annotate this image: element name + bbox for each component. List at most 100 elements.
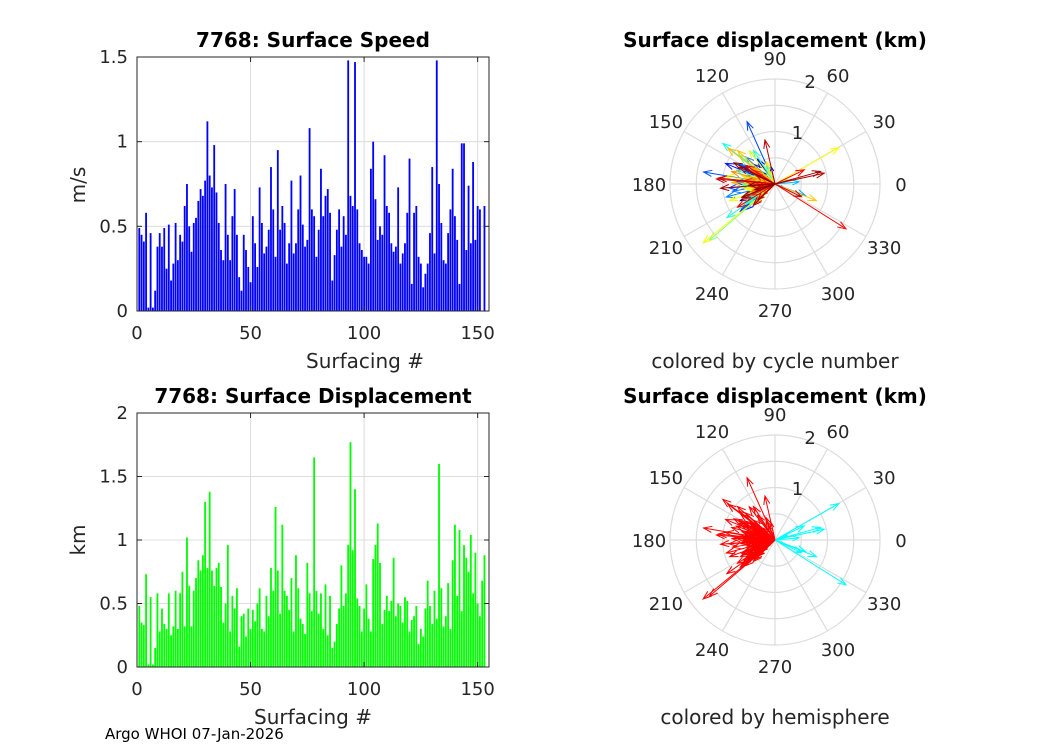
polar-cycle-spoke	[774, 183, 829, 276]
displacement-bar	[347, 545, 350, 667]
polar-hemisphere-arrow-head	[719, 540, 730, 548]
speed-bar	[472, 161, 475, 311]
displacement-bar	[215, 567, 218, 667]
displacement-bar	[226, 545, 229, 667]
speed-bar	[431, 167, 434, 311]
speed-bar	[351, 206, 354, 311]
displacement-bar	[447, 583, 450, 667]
displacement-bar	[358, 606, 361, 667]
speed-bar	[394, 246, 397, 311]
speed-bar	[279, 229, 281, 311]
speed-bar	[165, 268, 168, 311]
polar-cycle-arrow	[732, 162, 776, 185]
displacement-bar	[326, 635, 329, 667]
displacement-bar	[390, 600, 393, 667]
displacement-bar	[242, 613, 245, 667]
displacement-bar	[306, 562, 309, 667]
displacement-bar	[413, 616, 415, 667]
polar-cycle-angle-label: 300	[821, 284, 855, 305]
displacement-bar	[254, 621, 256, 667]
displacement-bar	[249, 628, 252, 667]
displacement-bar	[472, 593, 475, 667]
speed-panel: 0 0.5 1 1.5 0 50 100 150 7768: Surface Speed Surf…	[66, 28, 495, 373]
speed-bar	[154, 290, 157, 311]
displacement-bar	[158, 631, 161, 667]
displacement-bar	[301, 623, 304, 667]
polar-hemisphere-arrow-head	[807, 550, 818, 558]
polar-cycle-arrow	[765, 160, 776, 185]
speed-bar	[317, 229, 320, 311]
speed-bar	[383, 155, 386, 311]
polar-cycle-arrow-shaft	[748, 183, 776, 186]
speed-bar	[295, 243, 297, 311]
speed-bar	[360, 250, 363, 311]
speed-bar	[240, 290, 243, 311]
displacement-title: 7768: Surface Displacement	[154, 384, 472, 408]
displacement-bar	[161, 608, 163, 667]
polar-cycle-arrow	[717, 175, 776, 185]
speed-bar	[231, 216, 234, 311]
displacement-bar	[245, 636, 247, 667]
polar-cycle-arrow-head	[837, 221, 848, 230]
speed-bar	[415, 206, 418, 311]
displacement-bar	[401, 622, 404, 667]
displacement-ytick-label: 0.5	[99, 594, 128, 615]
displacement-bar	[315, 590, 318, 667]
speed-bar	[444, 263, 447, 311]
displacement-bar	[304, 633, 306, 667]
displacement-bar	[372, 559, 375, 667]
polar-cycle-arrow-shaft	[731, 170, 776, 185]
polar-hemisphere-angle-label: 270	[758, 657, 792, 678]
displacement-bar	[317, 613, 320, 667]
polar-cycle-arrow	[736, 149, 776, 185]
displacement-bar	[426, 580, 429, 667]
polar-cycle-arrow-head	[807, 194, 818, 202]
displacement-bar	[456, 595, 459, 667]
polar-hemisphere-arrow	[736, 505, 776, 541]
polar-hemisphere-radial-label: 2	[804, 428, 815, 449]
speed-bar	[354, 62, 356, 311]
polar-hemisphere-spoke	[774, 539, 829, 632]
speed-bar	[247, 266, 250, 311]
polar-hemisphere-arrow-shaft	[774, 539, 802, 554]
displacement-bar	[415, 606, 418, 667]
speed-bar	[458, 283, 461, 311]
displacement-bar	[181, 571, 184, 667]
polar-hemisphere-arrow	[763, 494, 776, 541]
polar-cycle-angle-label: 0	[895, 175, 906, 196]
polar-cycle-arrow-head	[738, 166, 749, 174]
displacement-bar	[342, 606, 345, 667]
displacement-bar	[479, 616, 481, 667]
polar-cycle-angle-label: 240	[695, 284, 729, 305]
polar-hemisphere-arrow	[740, 539, 776, 554]
displacement-bar	[204, 501, 207, 667]
displacement-bar	[397, 603, 400, 667]
polar-cycle-angle-label: 30	[873, 112, 896, 133]
displacement-bar	[313, 457, 316, 667]
polar-cycle-arrow-head	[724, 162, 735, 170]
displacement-bar	[201, 555, 204, 667]
polar-hemisphere-angle-label: 60	[827, 422, 850, 443]
speed-bar	[442, 260, 445, 311]
polar-cycle-arrow-head	[730, 170, 741, 178]
polar-hemisphere-arrow-head	[717, 531, 728, 539]
displacement-ytick-label: 0	[117, 657, 128, 678]
speed-bar	[308, 128, 311, 311]
displacement-bar	[295, 555, 297, 667]
speed-bar	[176, 260, 179, 311]
polar-hemisphere-arrow-head	[795, 525, 806, 533]
speed-bar	[281, 206, 284, 311]
displacement-xlabel: Surfacing #	[254, 705, 372, 729]
displacement-bar	[429, 606, 431, 667]
polar-hemisphere-angle-label: 180	[632, 531, 666, 552]
polar-hemisphere-arrow-head	[811, 526, 822, 534]
polar-cycle-arrow-shaft	[774, 183, 802, 198]
speed-bar	[388, 212, 390, 311]
polar-hemisphere-arrow-shaft	[745, 520, 776, 541]
speed-bar	[301, 224, 304, 311]
polar-cycle-arrow-head	[811, 170, 822, 178]
speed-bar	[183, 206, 186, 311]
displacement-bar	[469, 534, 472, 667]
speed-bar	[406, 212, 409, 311]
displacement-bar	[465, 557, 468, 667]
